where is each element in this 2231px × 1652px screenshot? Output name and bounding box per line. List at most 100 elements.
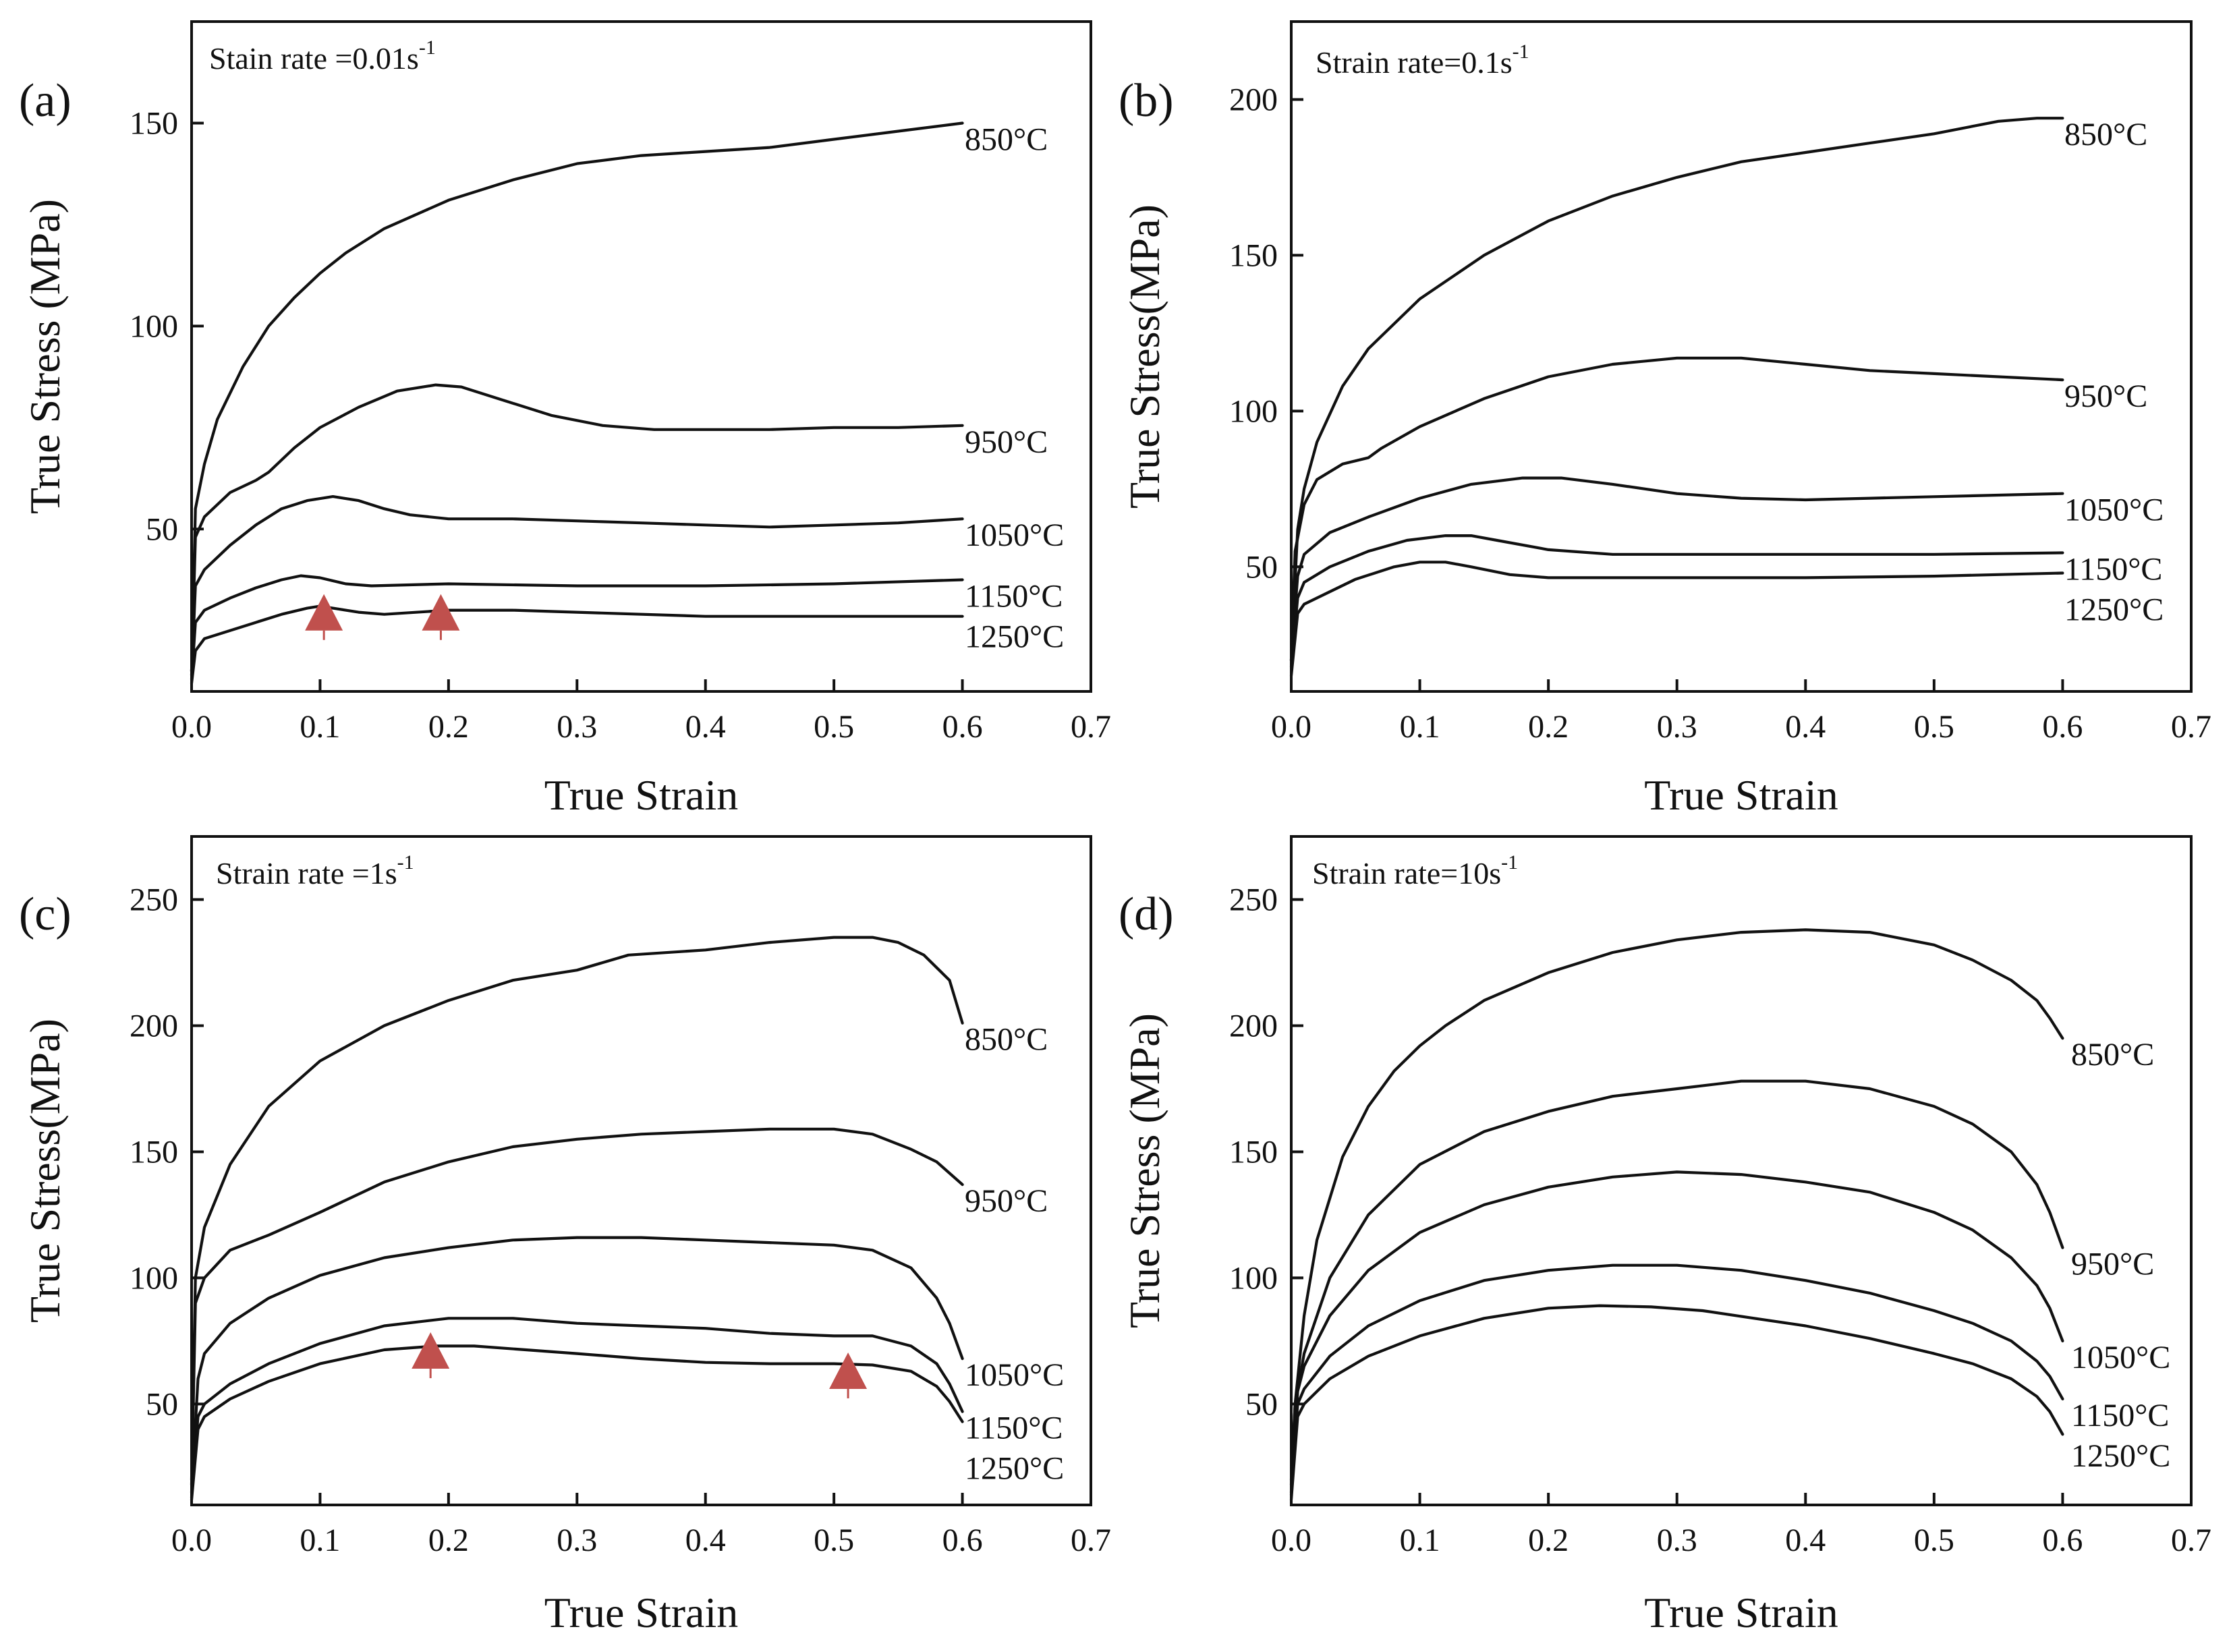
- panel-letter: (d): [1119, 888, 1174, 940]
- curve-1150c: [190, 574, 964, 681]
- x-tick-label: 0.5: [1914, 709, 1954, 745]
- curve-1050c: [190, 1236, 964, 1494]
- series-label: 1250°C: [965, 1451, 1064, 1487]
- x-tick-label: 0.5: [814, 709, 854, 745]
- x-tick-label: 0.6: [2042, 709, 2083, 745]
- panel-a: 0.0 0.1 0.2 0.3 0.4 0.5 0.6 0.7 50 100 150 True Str…: [19, 20, 1111, 819]
- panel-letter: (c): [19, 888, 72, 940]
- x-axis-label: True Strain: [544, 771, 738, 819]
- curve-1150c: [1289, 534, 2064, 668]
- curve-950c: [1289, 356, 2064, 662]
- series-label: 1150°C: [2071, 1398, 2169, 1433]
- panel-letter: (a): [19, 75, 72, 127]
- series-label: 1050°C: [2071, 1340, 2170, 1375]
- series-label: 850°C: [965, 121, 1048, 157]
- x-tick-label: 0.2: [1528, 709, 1569, 745]
- x-tick-label: 0.6: [942, 1522, 983, 1558]
- arrow-marker: [422, 594, 460, 631]
- y-tick-label: 50: [146, 1386, 178, 1422]
- arrow-marker: [305, 594, 343, 631]
- curve-1150c: [1289, 1263, 2064, 1497]
- series-label: 1150°C: [965, 579, 1063, 615]
- y-tick-label: 100: [130, 308, 178, 344]
- curve-950c: [190, 1127, 964, 1487]
- strain-rate-text: Stain rate =0.01s: [209, 41, 419, 76]
- strain-rate-label: Strain rate =1s-1: [216, 851, 414, 890]
- panel-c: 0.0 0.1 0.2 0.3 0.4 0.5 0.6 0.7 50 100 150 200 250 Tr…: [19, 835, 1111, 1636]
- y-tick-label: 100: [130, 1260, 178, 1296]
- panel-d: 0.0 0.1 0.2 0.3 0.4 0.5 0.6 0.7 50 100 150 200 250 Tr…: [1119, 835, 2211, 1636]
- x-tick-label: 0.4: [685, 709, 726, 745]
- x-tick-label: 0.6: [2042, 1522, 2083, 1558]
- x-tick-label: 0.2: [1528, 1522, 1569, 1558]
- x-axis-label: True Strain: [1644, 771, 1838, 819]
- x-tick-label: 0.5: [1914, 1522, 1954, 1558]
- curve-1050c: [1289, 476, 2064, 662]
- series-label: 850°C: [965, 1022, 1048, 1058]
- curve-950c: [1289, 1079, 2064, 1487]
- plot-frame: [190, 835, 1092, 1506]
- x-tick-label: 0.0: [1271, 1522, 1311, 1558]
- y-tick-label: 150: [1229, 1134, 1278, 1170]
- x-axis-label: True Strain: [544, 1589, 738, 1636]
- plot-frame: [190, 20, 1092, 693]
- x-tick-label: 0.4: [1785, 1522, 1826, 1558]
- y-tick-label: 100: [1229, 393, 1278, 429]
- curve-1050c: [190, 494, 964, 677]
- panel-letter: (b): [1119, 75, 1174, 127]
- curve-1250c: [190, 1344, 964, 1502]
- arrow-marker: [412, 1332, 450, 1369]
- strain-rate-label: Strain rate=0.1s-1: [1316, 40, 1529, 80]
- x-tick-label: 0.3: [557, 709, 597, 745]
- strain-rate-exponent: -1: [1513, 40, 1529, 63]
- x-tick-label: 0.2: [428, 709, 469, 745]
- strain-rate-exponent: -1: [419, 36, 436, 59]
- strain-rate-exponent: -1: [397, 851, 414, 874]
- x-tick-label: 0.1: [300, 709, 340, 745]
- y-tick-label: 50: [1245, 549, 1278, 585]
- strain-rate-label: Stain rate =0.01s-1: [209, 36, 436, 76]
- x-tick-label: 0.4: [1785, 709, 1826, 745]
- series-label: 1250°C: [2064, 592, 2164, 627]
- y-axis-label: True Stress (MPa): [21, 199, 69, 514]
- curve-850c: [1289, 117, 2064, 662]
- y-tick-label: 50: [1245, 1386, 1278, 1422]
- series-label: 950°C: [2064, 378, 2147, 414]
- x-tick-label: 0.7: [1071, 709, 1111, 745]
- y-tick-label: 100: [1229, 1260, 1278, 1296]
- x-tick-label: 0.1: [1400, 709, 1440, 745]
- series-label: 950°C: [965, 1183, 1048, 1219]
- y-axis-label: True Stress (MPa): [1121, 1013, 1168, 1328]
- series-label: 1150°C: [965, 1411, 1063, 1446]
- series-label: 1250°C: [2071, 1438, 2170, 1474]
- series-label: 950°C: [965, 424, 1048, 460]
- x-tick-label: 0.0: [1271, 709, 1311, 745]
- plot-frame: [1290, 835, 2193, 1506]
- series-label: 1250°C: [965, 619, 1064, 655]
- y-tick-label: 150: [130, 105, 178, 141]
- x-tick-label: 0.4: [685, 1522, 726, 1558]
- arrow-marker: [829, 1352, 868, 1389]
- series-label: 1150°C: [2064, 551, 2162, 587]
- x-tick-label: 0.3: [557, 1522, 597, 1558]
- x-tick-label: 0.7: [2171, 709, 2211, 745]
- x-axis-label: True Strain: [1644, 1589, 1838, 1636]
- series-label: 1050°C: [965, 1357, 1064, 1393]
- series-label: 850°C: [2064, 117, 2147, 152]
- x-tick-label: 0.0: [171, 1522, 212, 1558]
- y-tick-label: 150: [130, 1134, 178, 1170]
- curve-1150c: [190, 1317, 964, 1499]
- x-tick-label: 0.5: [814, 1522, 854, 1558]
- x-tick-label: 0.7: [1071, 1522, 1111, 1558]
- curve-850c: [190, 121, 964, 673]
- strain-rate-text: Strain rate =1s: [216, 856, 397, 890]
- y-tick-label: 150: [1229, 237, 1278, 273]
- curve-1250c: [1289, 561, 2064, 678]
- series-label: 950°C: [2071, 1247, 2154, 1282]
- y-axis-label: True Stress(MPa): [21, 1019, 69, 1323]
- y-tick-label: 200: [1229, 82, 1278, 117]
- plot-frame: [1290, 20, 2193, 693]
- y-tick-label: 250: [130, 882, 178, 917]
- strain-rate-exponent: -1: [1501, 851, 1518, 874]
